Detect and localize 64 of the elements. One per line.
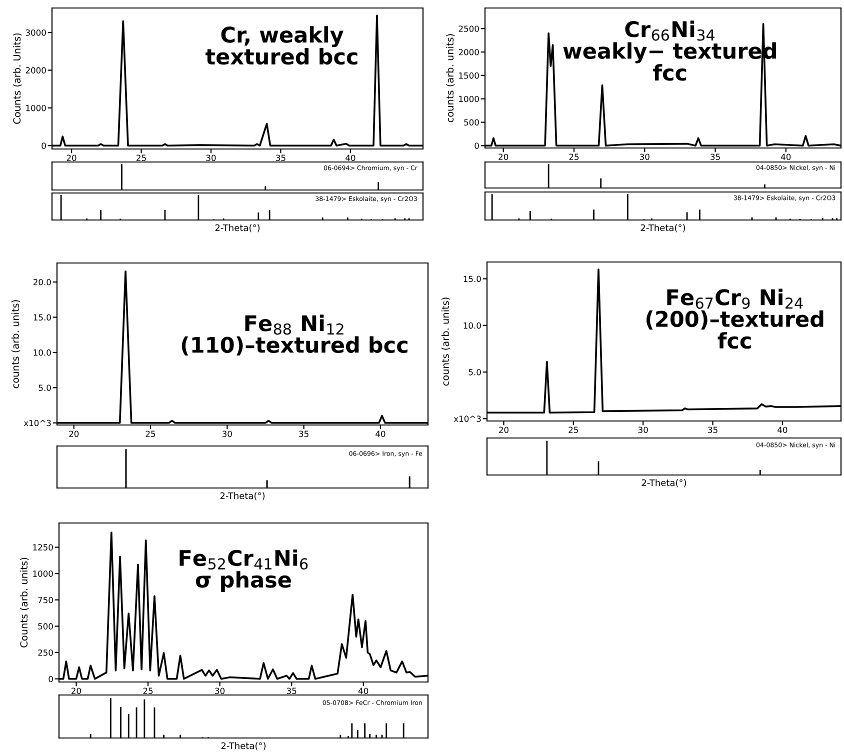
y-axis-title: Counts (arb. units) (20, 558, 29, 648)
x-tick-label: 30 (638, 426, 648, 434)
annotation: Fe$_{52}$Cr$_{41}$Ni$_{6}$ σ phase (180, 549, 308, 592)
y-axis-title: counts (arb. units) (11, 300, 20, 388)
y-tick-label: 1250 (33, 544, 53, 551)
x-tick-label: 40 (346, 154, 356, 162)
x-tick-label: 30 (206, 154, 216, 162)
y-tick-label: 15.0 (34, 314, 51, 321)
annotation: Cr, weakly textured bcc (206, 26, 358, 65)
x-tick-label: 20 (498, 154, 508, 160)
x-tick-label: 35 (710, 154, 720, 160)
y-axis-title: counts (arb. units) (446, 34, 455, 122)
x-tick-label: 40 (358, 688, 368, 694)
annotation: Fe$_{67}$Cr$_{9}$ Ni$_{24}$ (200)–textured fcc (646, 288, 824, 349)
x-tick-label: 40 (778, 426, 788, 434)
y-tick-label: 15.0 (464, 276, 481, 282)
y-tick-label: 500 (38, 623, 53, 630)
x-axis-title: 2-Theta(°) (642, 479, 686, 488)
x-tick-label: 25 (569, 154, 579, 160)
y-tick-label: 1500 (459, 72, 479, 79)
y-tick-label: 2000 (458, 48, 479, 56)
x-tick-label: 25 (136, 154, 146, 162)
x-tick-label: 25 (146, 430, 156, 438)
y-tick-label: 2000 (26, 67, 46, 74)
x-tick-label: 30 (215, 688, 225, 694)
x-tick-label: 35 (286, 688, 296, 694)
y-tick-label: 500 (464, 119, 479, 126)
x-tick-label: 35 (299, 430, 308, 438)
x-axis-title: 2-Theta(°) (640, 224, 686, 232)
x-tick-label: 30 (222, 430, 232, 438)
x-tick-label: 25 (568, 426, 578, 434)
y-tick-label: 5.0 (468, 369, 481, 376)
y-tick-label: 10.0 (464, 322, 481, 329)
y-tick-label: 0 (48, 676, 53, 682)
x-tick-label: 40 (376, 430, 386, 438)
y-tick-label: 2500 (458, 26, 479, 32)
y-tick-label: 1000 (26, 104, 46, 112)
y-tick-label: 3000 (26, 29, 46, 36)
x-tick-label: 30 (640, 154, 650, 160)
y-axis-title: Counts (arb. Units) (13, 33, 22, 124)
y-tick-label: 250 (38, 650, 53, 656)
y-tick-label: x10^3 (454, 416, 481, 422)
y-tick-label: 10.0 (34, 349, 51, 356)
y-tick-label: 5.0 (38, 384, 51, 391)
x-axis-title: 2-Theta(°) (220, 492, 265, 500)
x-tick-label: 40 (781, 154, 791, 160)
x-tick-label: 35 (708, 426, 718, 434)
x-axis-title: 2-Theta(°) (221, 742, 266, 750)
x-tick-label: 20 (499, 426, 508, 434)
y-tick-label: 20.0 (34, 279, 51, 286)
x-tick-label: 25 (143, 688, 153, 694)
y-tick-label: x10^3 (24, 420, 51, 426)
x-tick-label: 35 (276, 154, 286, 162)
y-tick-label: 1000 (459, 96, 479, 102)
y-tick-label: 1000 (33, 570, 53, 577)
y-tick-label: 0 (474, 142, 479, 149)
x-tick-label: 20 (69, 430, 79, 438)
y-tick-label: 750 (38, 596, 53, 604)
annotation: Fe$_{88}$ Ni$_{12}$ (110)–textured bcc (182, 314, 408, 356)
y-tick-label: 0 (42, 142, 46, 149)
x-tick-label: 20 (72, 688, 81, 694)
x-axis-title: 2-Theta(°) (215, 224, 260, 232)
y-axis-title: counts (arb. units) (441, 298, 450, 386)
x-tick-label: 20 (66, 154, 76, 162)
